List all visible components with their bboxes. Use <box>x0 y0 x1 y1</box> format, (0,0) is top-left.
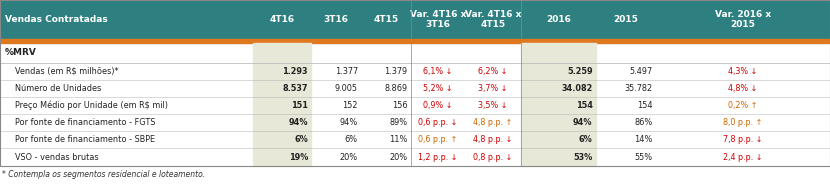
Text: 89%: 89% <box>389 118 408 127</box>
Text: 9.005: 9.005 <box>334 84 358 93</box>
Bar <box>0 148 830 166</box>
Text: 2016: 2016 <box>546 15 571 24</box>
Text: 8.537: 8.537 <box>282 84 308 93</box>
Text: 94%: 94% <box>574 118 593 127</box>
Text: * Contempla os segmentos residencial e loteamento.: * Contempla os segmentos residencial e l… <box>2 170 206 179</box>
Bar <box>253 114 311 131</box>
Text: 0,6 p.p. ↓: 0,6 p.p. ↓ <box>418 118 457 127</box>
Text: 86%: 86% <box>634 118 652 127</box>
Text: 35.782: 35.782 <box>624 84 652 93</box>
Text: Por fonte de financiamento - FGTS: Por fonte de financiamento - FGTS <box>15 118 155 127</box>
Text: 4T15: 4T15 <box>374 15 398 24</box>
Text: 34.082: 34.082 <box>561 84 593 93</box>
Text: 2015: 2015 <box>613 15 638 24</box>
Text: Var. 2016 x
2015: Var. 2016 x 2015 <box>715 10 771 29</box>
Bar <box>253 43 311 63</box>
Text: Vendas Contratadas: Vendas Contratadas <box>5 15 108 24</box>
Text: 6,1% ↓: 6,1% ↓ <box>423 67 452 76</box>
Text: 0,8 p.p. ↓: 0,8 p.p. ↓ <box>473 153 513 162</box>
Text: 1.293: 1.293 <box>282 67 308 76</box>
Bar <box>253 131 311 148</box>
Text: 152: 152 <box>342 101 358 110</box>
Text: %MRV: %MRV <box>5 48 37 57</box>
Text: 4,8 p.p. ↑: 4,8 p.p. ↑ <box>473 118 513 127</box>
Text: 94%: 94% <box>339 118 358 127</box>
Bar <box>253 63 311 80</box>
Text: 1.379: 1.379 <box>384 67 408 76</box>
Text: 94%: 94% <box>289 118 308 127</box>
Text: 4T16: 4T16 <box>270 15 295 24</box>
Bar <box>0 97 830 114</box>
Bar <box>253 80 311 97</box>
Bar <box>0 80 830 97</box>
Bar <box>521 131 596 148</box>
Text: 154: 154 <box>576 101 593 110</box>
Text: 14%: 14% <box>634 135 652 144</box>
Bar <box>0 114 830 131</box>
Text: 154: 154 <box>637 101 652 110</box>
Bar <box>521 97 596 114</box>
Bar <box>0 131 830 148</box>
Text: 6%: 6% <box>579 135 593 144</box>
Text: 1.377: 1.377 <box>334 67 358 76</box>
Bar <box>0 43 830 63</box>
Bar <box>521 114 596 131</box>
Bar <box>0 0 830 39</box>
Bar <box>0 63 830 80</box>
Text: 4,8% ↓: 4,8% ↓ <box>728 84 758 93</box>
Text: 4,8 p.p. ↓: 4,8 p.p. ↓ <box>473 135 513 144</box>
Text: 6,2% ↓: 6,2% ↓ <box>478 67 508 76</box>
Bar <box>253 148 311 166</box>
Bar <box>521 43 596 63</box>
Text: 8,0 p.p. ↑: 8,0 p.p. ↑ <box>723 118 763 127</box>
Text: 19%: 19% <box>289 153 308 162</box>
Text: Var. 4T16 x
4T15: Var. 4T16 x 4T15 <box>465 10 521 29</box>
Text: 0,9% ↓: 0,9% ↓ <box>423 101 452 110</box>
Text: 156: 156 <box>392 101 408 110</box>
Text: 3T16: 3T16 <box>324 15 349 24</box>
Text: 8.869: 8.869 <box>384 84 408 93</box>
Text: VSO - vendas brutas: VSO - vendas brutas <box>15 153 99 162</box>
Text: 1,2 p.p. ↓: 1,2 p.p. ↓ <box>418 153 457 162</box>
Text: Var. 4T16 x
3T16: Var. 4T16 x 3T16 <box>410 10 466 29</box>
Bar <box>521 148 596 166</box>
Text: Por fonte de financiamento - SBPE: Por fonte de financiamento - SBPE <box>15 135 155 144</box>
Text: 3,7% ↓: 3,7% ↓ <box>478 84 508 93</box>
Text: 20%: 20% <box>339 153 358 162</box>
Text: 0,2% ↑: 0,2% ↑ <box>728 101 758 110</box>
Text: 5.259: 5.259 <box>567 67 593 76</box>
Text: Número de Unidades: Número de Unidades <box>15 84 101 93</box>
Text: 20%: 20% <box>389 153 408 162</box>
Text: 7,8 p.p. ↓: 7,8 p.p. ↓ <box>723 135 763 144</box>
Text: 6%: 6% <box>344 135 358 144</box>
Bar <box>253 97 311 114</box>
Text: 151: 151 <box>291 101 308 110</box>
Bar <box>0 39 830 43</box>
Bar <box>521 80 596 97</box>
Text: 11%: 11% <box>389 135 408 144</box>
Text: 6%: 6% <box>294 135 308 144</box>
Text: 2,4 p.p. ↓: 2,4 p.p. ↓ <box>723 153 763 162</box>
Text: 53%: 53% <box>574 153 593 162</box>
Text: 55%: 55% <box>634 153 652 162</box>
Text: 0,6 p.p. ↑: 0,6 p.p. ↑ <box>418 135 457 144</box>
Text: 3,5% ↓: 3,5% ↓ <box>478 101 508 110</box>
Text: 4,3% ↓: 4,3% ↓ <box>728 67 758 76</box>
Text: Vendas (em R$ milhões)*: Vendas (em R$ milhões)* <box>15 67 119 76</box>
Bar <box>521 63 596 80</box>
Text: 5,2% ↓: 5,2% ↓ <box>423 84 452 93</box>
Text: 5.497: 5.497 <box>629 67 652 76</box>
Text: Preço Médio por Unidade (em R$ mil): Preço Médio por Unidade (em R$ mil) <box>15 101 168 110</box>
